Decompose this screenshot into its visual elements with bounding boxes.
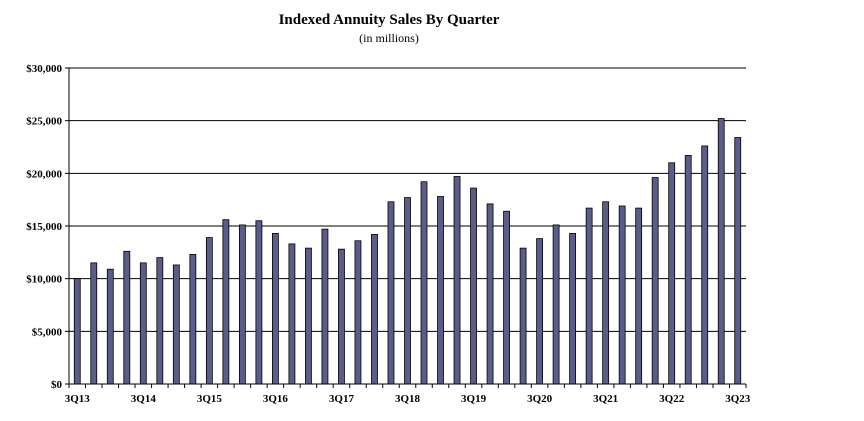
bar-1Q16: [238, 224, 246, 385]
x-tick-label: 3Q21: [593, 393, 618, 405]
x-tick-label: 3Q19: [461, 393, 487, 405]
bar-2Q18: [387, 201, 395, 385]
y-tick-label: $10,000: [26, 274, 62, 286]
chart-subtitle: (in millions): [359, 31, 419, 45]
bar-1Q20: [503, 210, 510, 385]
bar-3Q14: [139, 262, 147, 385]
bar-1Q22: [635, 207, 643, 385]
bar-4Q13: [90, 262, 98, 385]
x-tick-label: 3Q18: [395, 393, 421, 405]
x-tick-label: 3Q23: [725, 393, 751, 405]
y-tick-label: $25,000: [26, 116, 62, 128]
y-tick-label: $5,000: [32, 326, 63, 338]
bar-1Q14: [106, 268, 114, 385]
bar-3Q23: [734, 137, 742, 385]
x-tick-label: 3Q15: [197, 393, 223, 405]
bar-1Q17: [305, 247, 312, 385]
x-tick-label: 3Q13: [65, 393, 91, 405]
bar-1Q18: [371, 234, 378, 385]
bar-1Q21: [569, 232, 577, 385]
bar-3Q22: [668, 162, 676, 385]
bar-4Q21: [618, 205, 626, 385]
bar-4Q20: [552, 224, 560, 385]
x-tick-label: 3Q14: [131, 393, 157, 405]
x-tick-label: 3Q20: [527, 393, 553, 405]
bar-2Q22: [651, 177, 659, 385]
bar-3Q19: [470, 187, 477, 385]
bar-4Q14: [156, 257, 164, 385]
bar-4Q19: [486, 203, 494, 385]
bar-3Q21: [602, 201, 610, 385]
y-tick-label: $0: [51, 379, 63, 391]
y-tick-labels: $0 $5,000 $10,000 $15,000 $20,000 $25,000 $30,…: [26, 63, 62, 391]
bar-4Q18: [420, 181, 428, 385]
bar-1Q23: [701, 145, 709, 385]
bars: [73, 118, 742, 385]
bar-3Q13: [73, 278, 81, 385]
bar-1Q15: [172, 264, 180, 385]
x-tick-labels: 3Q13 3Q14 3Q15 3Q16 3Q17 3Q18 3Q19 3Q20 3Q21 3Q22…: [65, 393, 751, 405]
bar-4Q15: [222, 219, 230, 385]
bar-4Q17: [354, 240, 362, 385]
bar-2Q14: [123, 250, 131, 385]
bar-4Q22: [684, 155, 692, 385]
bar-4Q16: [288, 243, 296, 385]
bar-3Q20: [536, 238, 543, 385]
bar-2Q16: [255, 220, 263, 385]
bar-2Q19: [453, 176, 461, 385]
y-tick-label: $30,000: [26, 63, 62, 75]
x-tick-label: 3Q16: [263, 393, 289, 405]
bar-2Q23: [717, 118, 725, 385]
bar-3Q16: [271, 232, 279, 385]
x-tick-label: 3Q17: [329, 393, 355, 405]
bar-2Q15: [189, 254, 197, 385]
y-tick-label: $20,000: [26, 168, 62, 180]
bar-2Q20: [519, 247, 527, 385]
bar-2Q21: [585, 207, 593, 385]
chart-title: Indexed Annuity Sales By Quarter: [278, 12, 500, 28]
axes: [65, 67, 747, 388]
bar-3Q17: [338, 248, 345, 385]
bar-3Q15: [205, 237, 213, 385]
bar-3Q18: [404, 197, 411, 385]
bar-1Q19: [437, 196, 444, 385]
x-tick-label: 3Q22: [659, 393, 685, 405]
bar-2Q17: [321, 228, 329, 385]
y-tick-label: $15,000: [26, 221, 62, 233]
